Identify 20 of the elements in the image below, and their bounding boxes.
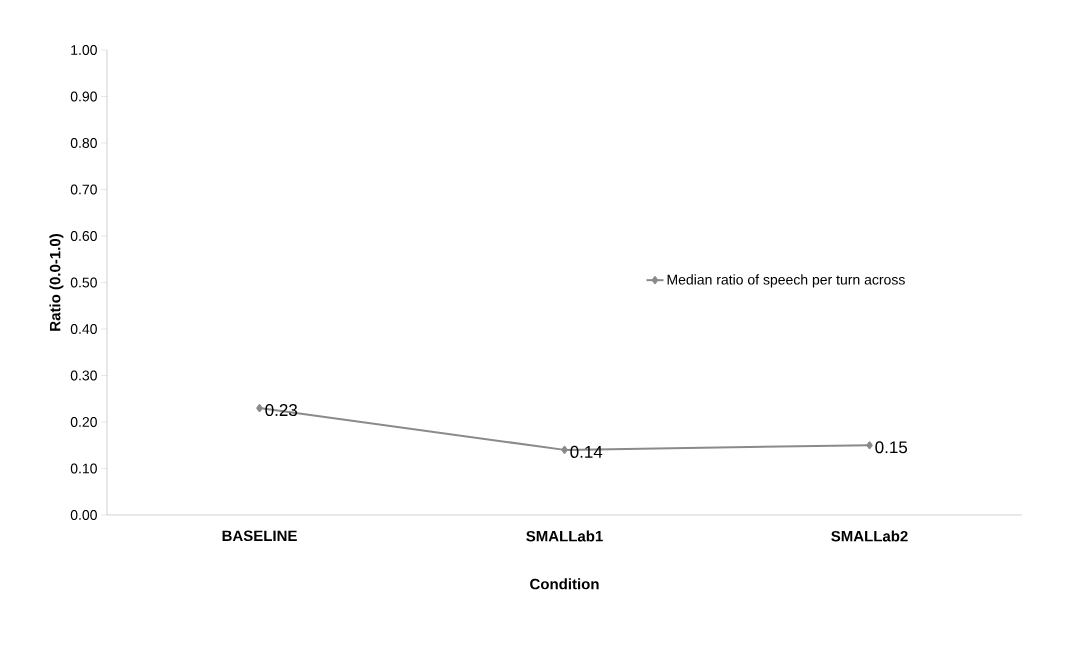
y-tick-label: 0.00 (70, 510, 97, 520)
data-label: 0.15 (875, 441, 908, 454)
legend-label: Median ratio of speech per turn across (667, 274, 905, 288)
x-axis-title: Condition (530, 578, 599, 590)
x-tick-label: SMALLab1 (526, 530, 603, 542)
y-tick-label: 0.10 (70, 463, 97, 474)
y-tick-label: 0.30 (70, 370, 97, 381)
y-axis-title: Ratio (0.0-1.0) (49, 234, 64, 331)
y-tick-label: 0.50 (70, 277, 97, 288)
y-tick-label: 0.60 (70, 231, 97, 241)
y-tick-label: 1.00 (71, 45, 97, 55)
y-tick-label: 0.90 (70, 91, 97, 102)
y-tick-label: 0.20 (70, 417, 97, 427)
y-tick-label: 0.80 (70, 138, 97, 148)
y-tick-label: 0.40 (70, 324, 97, 334)
x-tick-label: SMALLab2 (831, 530, 908, 542)
y-tick-label: 0.70 (70, 184, 97, 195)
x-tick-label: BASELINE (222, 530, 297, 542)
data-label: 0.23 (265, 404, 298, 417)
data-label: 0.14 (570, 445, 603, 458)
